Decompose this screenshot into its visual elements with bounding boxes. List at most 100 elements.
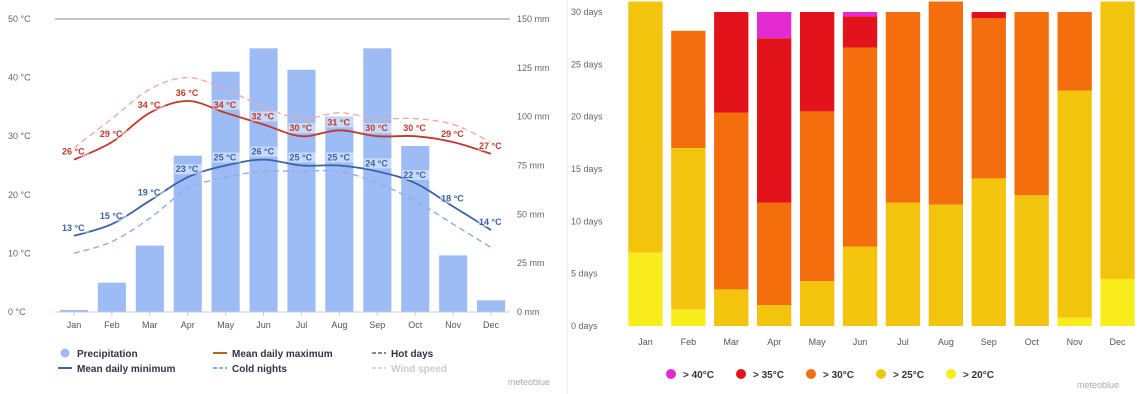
- mean-max-label: 30 °C: [289, 123, 312, 133]
- mean-max-label: 30 °C: [403, 123, 426, 133]
- legend-hot-days: Hot days: [391, 349, 434, 360]
- label-backdrop: [326, 152, 355, 163]
- gt25-segment: [800, 281, 835, 326]
- x-tick-label: Aug: [331, 320, 347, 330]
- x-tick-label: Feb: [681, 337, 697, 347]
- gt25-segment: [714, 289, 749, 326]
- precipitation-bar: [439, 255, 468, 312]
- mean-min-label: 23 °C: [176, 164, 199, 174]
- label-backdrop: [478, 140, 507, 151]
- x-tick-label: Jul: [296, 320, 308, 330]
- gt30-segment: [800, 111, 835, 282]
- climate-chart: 0 °C 10 °C 20 °C 30 °C 40 °C 50 °C 0 mm 25 mm 50…: [8, 14, 550, 387]
- label-backdrop: [136, 99, 165, 110]
- x-tick-label: Oct: [408, 320, 423, 330]
- x-tick-label: Sep: [981, 337, 997, 347]
- gt30-segment: [1057, 12, 1092, 91]
- legend-gt20: > 20°C: [963, 370, 994, 381]
- precipitation-bar: [287, 69, 316, 312]
- mean-min-label: 14 °C: [479, 217, 502, 227]
- precipitation-bar: [249, 48, 278, 313]
- mean-min-label: 26 °C: [252, 147, 275, 157]
- label-backdrop: [402, 123, 431, 134]
- x-tick-label: Sep: [369, 320, 385, 330]
- label-backdrop: [288, 152, 317, 163]
- mean-max-line: [73, 100, 492, 161]
- left-tick-label: 40 °C: [8, 73, 31, 83]
- mean-max-label: 36 °C: [176, 88, 199, 98]
- gt20-segment: [671, 309, 706, 326]
- mean-max-label: 31 °C: [327, 117, 350, 127]
- legend-gt20-marker: [946, 369, 956, 379]
- left-tick-label: 0 °C: [8, 307, 26, 317]
- legend-gt40-marker: [666, 369, 676, 379]
- gt30-segment: [885, 12, 921, 203]
- gt25-segment: [671, 148, 706, 310]
- label-backdrop: [440, 129, 469, 140]
- y-tick-label: 15 days: [571, 164, 603, 174]
- label-backdrop: [98, 129, 127, 140]
- x-tick-label: Mar: [724, 337, 740, 347]
- left-tick-label: 10 °C: [8, 248, 31, 258]
- legend-gt30: > 30°C: [823, 370, 854, 381]
- x-tick-label: Mar: [142, 320, 158, 330]
- credit-label: meteoblue: [1077, 380, 1119, 390]
- gt40-segment: [842, 12, 878, 17]
- mean-min-label: 18 °C: [441, 194, 464, 204]
- label-backdrop: [60, 222, 89, 233]
- x-tick-label: Apr: [767, 337, 781, 347]
- x-tick-label: Jan: [638, 337, 653, 347]
- mean-max-label: 30 °C: [365, 123, 388, 133]
- mean-min-label: 22 °C: [403, 170, 426, 180]
- y-tick-label: 25 days: [571, 59, 603, 69]
- mean-min-label: 25 °C: [327, 153, 350, 163]
- gt25-segment: [1100, 1, 1135, 279]
- left-tick-label: 20 °C: [8, 190, 31, 200]
- gt35-segment: [971, 12, 1006, 19]
- y-tick-label: 5 days: [571, 269, 598, 279]
- x-tick-label: Jan: [67, 320, 82, 330]
- gt20-segment: [1100, 278, 1135, 326]
- gt30-segment: [842, 47, 878, 247]
- x-tick-label: Oct: [1025, 337, 1040, 347]
- legend-mean-min: Mean daily minimum: [77, 364, 175, 375]
- legend-cold-nights: Cold nights: [232, 364, 287, 375]
- gt20-segment: [1057, 317, 1092, 326]
- x-tick-label: Apr: [181, 320, 195, 330]
- left-tick-label: 50 °C: [8, 14, 31, 24]
- mean-max-label: 32 °C: [252, 111, 275, 121]
- gt20-segment: [628, 252, 663, 326]
- legend-gt40: > 40°C: [683, 370, 714, 381]
- gt35-segment: [842, 16, 878, 48]
- gt25-segment: [971, 178, 1006, 326]
- hot-days-line: [73, 76, 492, 149]
- x-tick-label: Nov: [1067, 337, 1084, 347]
- gt35-segment: [757, 38, 792, 203]
- x-tick-label: Feb: [104, 320, 120, 330]
- label-backdrop: [250, 146, 279, 157]
- mean-min-label: 25 °C: [214, 153, 237, 163]
- temperature-days-chart: 0 days 5 days 10 days 15 days 20 days 25 days…: [571, 1, 1135, 390]
- label-backdrop: [478, 216, 507, 227]
- precipitation-bar: [97, 282, 126, 312]
- legend-precipitation: Precipitation: [77, 349, 138, 360]
- mean-max-label: 34 °C: [214, 100, 237, 110]
- mean-max-label: 26 °C: [62, 147, 85, 157]
- precipitation-bar: [401, 146, 430, 312]
- precipitation-bar: [173, 155, 202, 312]
- precipitation-bar: [211, 71, 240, 312]
- x-tick-label: Jun: [256, 320, 271, 330]
- precipitation-bar: [325, 116, 354, 312]
- gt25-segment: [1014, 195, 1049, 326]
- gt30-segment: [757, 202, 792, 306]
- mean-min-label: 25 °C: [289, 153, 312, 163]
- legend-gt35-marker: [736, 369, 746, 379]
- x-tick-label: Jun: [853, 337, 868, 347]
- right-tick-label: 150 mm: [517, 14, 550, 24]
- y-tick-label: 0 days: [571, 321, 598, 331]
- precipitation-bar: [135, 245, 164, 312]
- precipitation-legend-marker: [60, 348, 70, 358]
- label-backdrop: [440, 193, 469, 204]
- x-tick-label: Nov: [445, 320, 462, 330]
- legend-gt30-marker: [806, 369, 816, 379]
